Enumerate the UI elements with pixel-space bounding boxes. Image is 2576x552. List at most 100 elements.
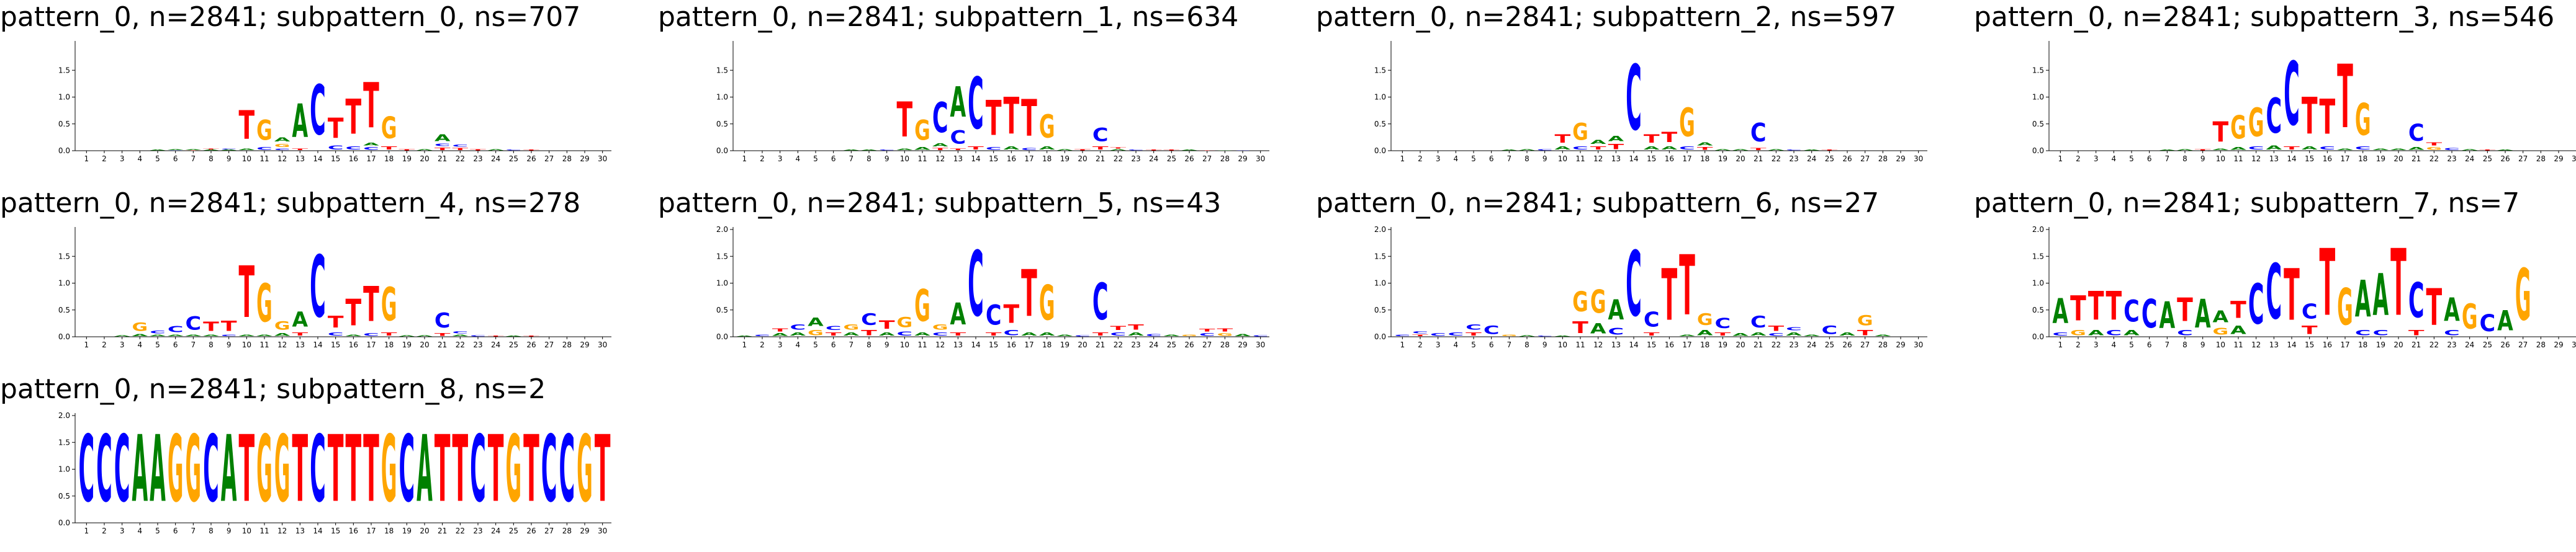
x-tick-label: 20 (1078, 341, 1087, 349)
logo-letter-A: A (150, 417, 166, 523)
logo-plot: 0.00.51.01.51 2 3 4 5 6 7 8 9 10 11 12 13 14 15 16 17 18 1… (58, 41, 611, 163)
logo-panel: pattern_0, n=2841; subpattern_7, ns=7 0.0… (1974, 186, 2576, 366)
x-tick-label: 18 (1700, 341, 1709, 349)
x-tick-label: 17 (2340, 154, 2349, 163)
logo-letter-A: A (114, 335, 131, 337)
logo-letter-A: A (772, 332, 788, 337)
logo-letter-A: A (1732, 149, 1749, 151)
logo-letter-G: G (1502, 334, 1518, 337)
x-tick-label: 1 (1400, 154, 1405, 163)
logo-letter-T: T (879, 318, 896, 331)
y-tick-label: 1.0 (2032, 279, 2044, 288)
x-tick-label: 9 (227, 527, 232, 535)
logo-letter-T: T (1715, 332, 1731, 337)
y-tick-label: 0.5 (58, 492, 70, 501)
x-tick-label: 10 (242, 341, 251, 349)
x-tick-label: 5 (1471, 154, 1476, 163)
logo-letter-C: C (1395, 334, 1411, 337)
logo-letter-T: T (1608, 143, 1624, 151)
logo-letter-A: A (1697, 141, 1713, 147)
logo-letter-T: T (772, 327, 788, 332)
x-tick-label: 9 (227, 341, 232, 349)
x-tick-label: 1 (84, 154, 89, 163)
logo-letter-C: C (363, 146, 379, 151)
logo-letter-C: C (932, 331, 948, 336)
x-tick-label: 25 (2483, 341, 2492, 349)
logo-letter-A: A (150, 334, 166, 337)
logo-letter-C: C (559, 416, 575, 523)
logo-letter-C: C (2408, 273, 2425, 329)
logo-letter-T: T (986, 332, 1002, 337)
x-tick-label: 15 (331, 341, 340, 349)
x-tick-label: 2 (760, 341, 765, 349)
logo-letter-C: C (79, 416, 95, 523)
x-tick-label: 7 (1507, 154, 1512, 163)
x-tick-label: 12 (935, 341, 945, 349)
x-tick-label: 30 (1256, 341, 1265, 349)
panel-title: pattern_0, n=2841; subpattern_3, ns=546 (1974, 1, 2555, 33)
logo-letter-A: A (1039, 331, 1055, 337)
x-tick-label: 18 (1700, 154, 1709, 163)
x-tick-label: 22 (1772, 154, 1781, 163)
y-tick-label: 0.5 (1374, 306, 1386, 314)
logo-plot: 0.00.51.01.52.01 2 3 4 5 6 7 8 9 10 11 12 13 14 15 16 17… (1374, 225, 1927, 349)
logo-letter-G: G (914, 115, 930, 147)
x-tick-label: 13 (295, 154, 305, 163)
logo-letter-G: G (381, 417, 397, 523)
logo-letter-A: A (1217, 150, 1234, 151)
x-tick-label: 11 (917, 154, 927, 163)
logo-letter-G: G (1679, 100, 1695, 145)
x-tick-label: 2 (760, 154, 765, 163)
logo-letter-C: C (2444, 148, 2460, 151)
logo-letter-C: C (1679, 145, 1695, 150)
x-tick-label: 3 (120, 341, 125, 349)
x-tick-label: 17 (366, 527, 376, 535)
logo-letter-T: T (292, 417, 308, 523)
logo-letter-C: C (2302, 300, 2318, 324)
logo-letter-A: A (2230, 324, 2246, 337)
logo-letter-C: C (541, 416, 557, 523)
x-tick-label: 23 (2447, 154, 2456, 163)
logo-letter-T: T (328, 417, 344, 523)
x-tick-label: 27 (544, 341, 554, 349)
logo-letter-T: T (950, 148, 967, 151)
logo-letter-C: C (168, 324, 184, 334)
x-tick-label: 14 (1629, 154, 1638, 163)
logo-letter-T: T (1199, 150, 1215, 151)
x-tick-label: 20 (1078, 154, 1087, 163)
logo-letter-A: A (1644, 145, 1660, 151)
logo-letter-T: T (2426, 278, 2443, 337)
logo-letter-G: G (1039, 109, 1055, 146)
x-tick-label: 27 (1202, 341, 1212, 349)
x-tick-label: 5 (813, 341, 818, 349)
logo-letter-A: A (1502, 149, 1518, 151)
logo-letter-C: C (790, 324, 806, 332)
x-tick-label: 17 (1024, 341, 1034, 349)
x-tick-label: 6 (1489, 154, 1494, 163)
logo-letter-C: C (1412, 331, 1428, 334)
logo-letter-C: C (2053, 331, 2069, 336)
logo-letter-C: C (221, 334, 237, 337)
logo-letter-A: A (1057, 149, 1074, 151)
logo-letter-A: A (2266, 144, 2282, 151)
logo-letter-T: T (1822, 149, 1839, 151)
logo-letter-A: A (1839, 331, 1855, 337)
logo-letter-A: A (186, 149, 202, 150)
logo-letter-C: C (986, 300, 1002, 332)
x-tick-label: 7 (191, 527, 196, 535)
logo-letter-T: T (346, 89, 362, 145)
x-tick-label: 3 (778, 341, 783, 349)
x-tick-label: 14 (313, 527, 322, 535)
logo-letter-A: A (292, 307, 308, 331)
x-tick-label: 9 (885, 154, 889, 163)
x-tick-label: 1 (2058, 154, 2063, 163)
logo-letter-A: A (453, 334, 469, 337)
logo-letter-A: A (808, 316, 824, 329)
x-tick-label: 15 (2305, 341, 2314, 349)
logo-letter-C: C (1537, 336, 1553, 337)
x-tick-label: 22 (2430, 341, 2439, 349)
x-tick-label: 4 (138, 341, 143, 349)
x-tick-label: 22 (456, 527, 465, 535)
x-tick-label: 14 (313, 341, 322, 349)
logo-letter-T: T (221, 318, 237, 334)
